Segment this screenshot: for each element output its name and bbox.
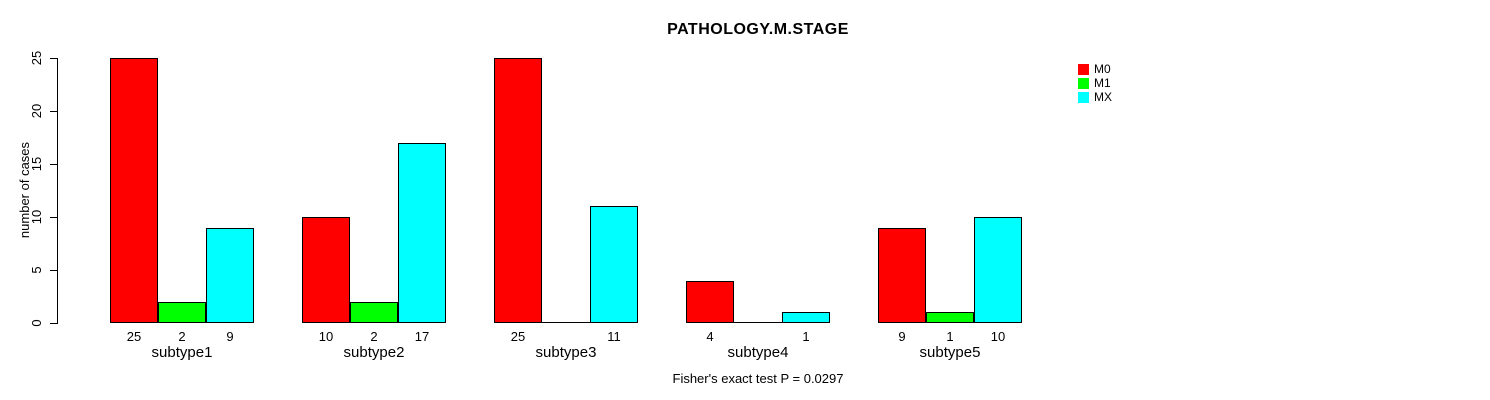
bar — [590, 206, 638, 323]
category-label: subtype5 — [919, 344, 981, 361]
bar — [974, 217, 1022, 323]
y-tick — [50, 270, 57, 271]
bar-value-label: 17 — [414, 329, 430, 344]
y-tick — [50, 58, 57, 59]
y-tick — [50, 164, 57, 165]
bar-value-label: 2 — [370, 329, 378, 344]
bar — [302, 217, 350, 323]
bar — [926, 312, 974, 323]
legend-label: M1 — [1094, 76, 1111, 90]
y-axis-line — [57, 58, 58, 324]
bar — [350, 302, 398, 323]
legend-swatch — [1078, 77, 1089, 89]
y-tick-label: 25 — [29, 50, 44, 66]
y-tick — [50, 323, 57, 324]
bar — [158, 302, 206, 323]
category-label: subtype2 — [343, 344, 405, 361]
bar-value-label: 2 — [178, 329, 186, 344]
legend-row: M0 — [1078, 62, 1112, 76]
bar — [494, 58, 542, 323]
category-label: subtype1 — [151, 344, 213, 361]
legend: M0 M1 MX — [1078, 62, 1112, 104]
y-tick — [50, 111, 57, 112]
footnote: Fisher's exact test P = 0.0297 — [672, 371, 844, 386]
y-tick — [50, 217, 57, 218]
legend-swatch — [1078, 63, 1089, 75]
bar-value-label: 25 — [126, 329, 142, 344]
legend-label: MX — [1094, 90, 1112, 104]
legend-row: MX — [1078, 90, 1112, 104]
legend-swatch — [1078, 91, 1089, 103]
bar — [782, 312, 830, 323]
bar — [686, 281, 734, 323]
bar-zero-line — [734, 322, 782, 323]
bar-value-label: 1 — [946, 329, 954, 344]
bar — [110, 58, 158, 323]
bar-value-label: 1 — [802, 329, 810, 344]
legend-label: M0 — [1094, 62, 1111, 76]
legend-row: M1 — [1078, 76, 1112, 90]
category-label: subtype4 — [727, 344, 789, 361]
bar-value-label: 9 — [898, 329, 906, 344]
bar-value-label: 4 — [706, 329, 714, 344]
category-label: subtype3 — [535, 344, 597, 361]
bar-value-label: 25 — [510, 329, 526, 344]
bar-value-label: 10 — [318, 329, 334, 344]
bar — [206, 228, 254, 323]
bar-zero-line — [542, 322, 590, 323]
bar-value-label: 10 — [990, 329, 1006, 344]
bar — [398, 143, 446, 323]
chart-title: PATHOLOGY.M.STAGE — [667, 21, 849, 38]
bar-value-label: 9 — [226, 329, 234, 344]
bar-value-label: 11 — [607, 329, 621, 344]
bar — [878, 228, 926, 323]
